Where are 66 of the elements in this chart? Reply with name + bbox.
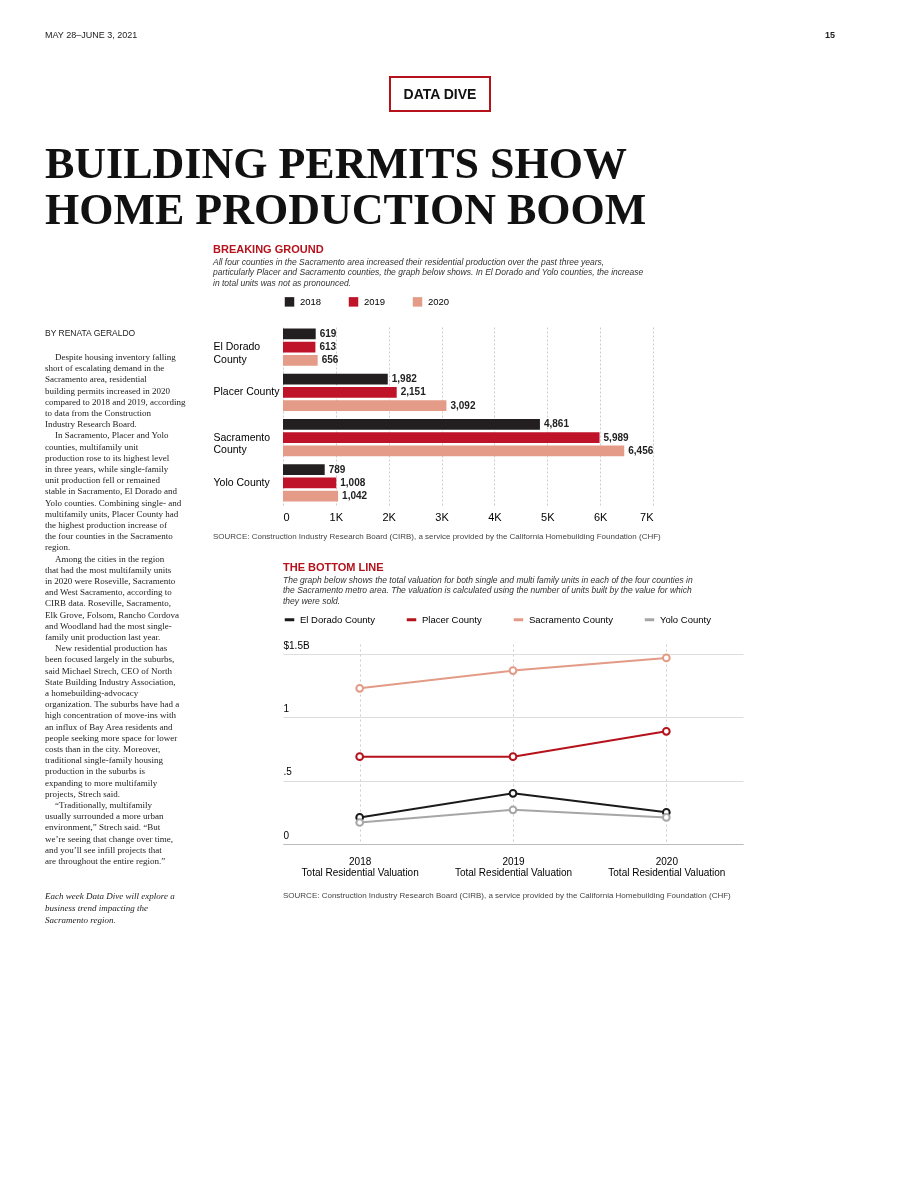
text: MAY 28–JUNE 3, 2021 (45, 30, 138, 40)
text: Each week Data Dive will explore a business trend impacting the Sacramento region. (44, 891, 176, 926)
text: Among the cities in the region that had the most multifamily units in 2020 were Roseville, Sacramento and West Sacramento, according to CIRB data. Roseville, Sacramento, Elk Grove, Folsom, Rancho Cordova and Woodland had the most single-family unit production last year. (45, 553, 179, 642)
bar (283, 490, 339, 502)
x-tick-label: 4K (488, 510, 503, 523)
data-label: 656 (321, 354, 339, 366)
bar (283, 328, 316, 340)
bar (283, 445, 625, 457)
x-tick-label: 7K (640, 510, 655, 523)
data-label: 613 (319, 341, 337, 353)
text: In Sacramento, Placer and Yolo counties, multifamily unit production rose to its highest level in three years, while single-family unit production fell or remained stable in Sacramento, El Dorado and Yolo counties. Combining single- and multifamily units, Placer County had the highest production increase of the four counties in the Sacramento region. (45, 430, 182, 553)
data-label: 789 (328, 463, 346, 475)
bar (283, 419, 540, 430)
y-tick-label: Sacramento County (213, 430, 271, 456)
chart-title: THE BOTTOM LINE (283, 560, 384, 573)
data-label: 1,042 (342, 490, 368, 502)
data-label: 3,092 (450, 399, 476, 411)
bar (283, 432, 600, 443)
source-note: SOURCE: Construction Industry Research Board (CIRB), a service provided by the California Homebuilding Foundation (CHF) (283, 891, 732, 900)
data-label: 2,151 (400, 386, 427, 398)
bar (283, 387, 397, 398)
bar (283, 373, 388, 385)
data-label: 6,456 (628, 444, 654, 456)
chart-title: BREAKING GROUND (213, 242, 324, 255)
data-label: 619 (319, 327, 337, 339)
text: Despite housing inventory falling short of escalating demand in the Sacramento area, residential building permits increased in 2020 compared to 2018 and 2019, according to data from the Construction Industry Research Board. (45, 352, 186, 430)
data-label: 4,861 (543, 418, 570, 430)
text: BUILDING PERMITS SHOW HOME PRODUCTION BOOM (45, 139, 647, 234)
data-label: 5,989 (603, 431, 630, 443)
text: BY RENATA GERALDO (45, 328, 136, 338)
y-tick-label: .5 (283, 766, 293, 778)
data-label: 1,008 (340, 476, 366, 488)
y-tick-label: El Dorado County (213, 340, 261, 365)
x-tick-label: 2020 Total Residential Valuation (608, 855, 726, 878)
source-note: SOURCE: Construction Industry Research Board (CIRB), a service provided by the California Homebuilding Foundation (CHF) (213, 532, 662, 541)
x-tick-label: 2019 Total Residential Valuation (454, 855, 573, 878)
y-tick-label: 0 (283, 829, 290, 841)
text: New residential production has been focused largely in the suburbs, said Michael Strech, CEO of North State Building Industry Association, a homebuilding-advocacy organization. The suburbs have had a high concentration of move-ins with an influx of Bay Area residents and people seeking more space for lower costs than in the city. Moreover, traditional single-family housing production in the suburbs is expanding to more multifamily projects, Strech said. (45, 643, 180, 799)
x-tick-label: 1K (329, 510, 344, 523)
legend-label: Sacramento County (529, 613, 614, 625)
bar (283, 400, 447, 411)
legend-label: 2020 (428, 295, 450, 307)
x-tick-label: 3K (435, 510, 450, 523)
x-tick-label: 2018 Total Residential Valuation (301, 855, 419, 878)
x-tick-label: 2K (382, 510, 397, 523)
x-tick-label: 6K (593, 510, 609, 523)
legend-label: El Dorado County (300, 613, 376, 625)
bar (283, 464, 325, 475)
data-label: 1,982 (391, 373, 418, 385)
text: 15 (824, 30, 835, 40)
text: “Traditionally, multifamily usually surrounded a more urban environment,” Strech said. “But we’re seeing that change over time, and you’ll see infill projects that are throughout the entire region.” (45, 800, 173, 866)
chart-subtitle: The graph below shows the total valuation for both single and multi family units in each of the four counties in the Sacramento metro area. The valuation is calculated using the number of units built by the value for which they were sold. (283, 574, 693, 606)
y-tick-label: Yolo County (213, 475, 271, 488)
x-tick-label: 5K (541, 510, 556, 523)
legend-label: Yolo County (660, 613, 712, 625)
legend-label: 2019 (364, 295, 386, 307)
y-tick-label: $1.5B (283, 639, 310, 651)
bar (283, 341, 316, 353)
text: DATA DIVE (403, 86, 477, 102)
bar (283, 477, 337, 489)
legend-label: Placer County (422, 613, 482, 625)
legend-label: 2018 (300, 295, 322, 307)
chart-subtitle: All four counties in the Sacramento area increased their residential production over the past three years, particularly Placer and Sacramento counties, the graph below shows. In El Dorado and Yolo counties, the increase in total units was not as pronounced. (212, 256, 644, 288)
bar (283, 355, 318, 366)
y-tick-label: 1 (283, 702, 290, 714)
y-tick-label: Placer County (213, 385, 281, 398)
